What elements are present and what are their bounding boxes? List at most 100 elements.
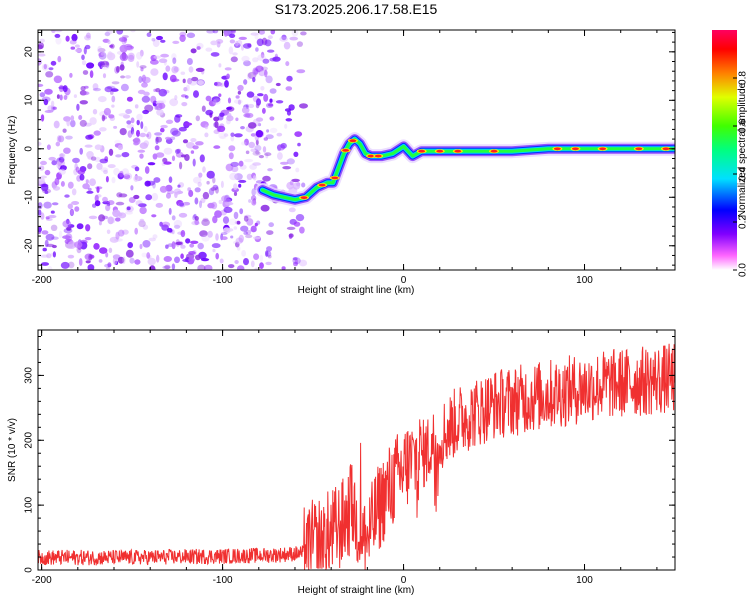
noise-blob [199,154,205,163]
noise-blob [228,152,234,160]
noise-blob [193,176,202,184]
noise-blob [99,127,107,132]
noise-blob [265,250,269,257]
noise-blob [175,241,183,245]
noise-blob [255,150,260,155]
noise-blob [236,220,241,225]
noise-blob [185,95,189,99]
noise-blob [41,96,51,103]
noise-blob [241,55,250,63]
noise-blob [255,117,264,122]
noise-blob [48,156,56,161]
noise-blob [155,202,163,208]
noise-blob [223,133,229,137]
noise-blob [220,82,225,87]
spectrogram-ytick-label: 20 [24,46,35,58]
noise-blob [241,141,247,146]
noise-blob [162,265,171,270]
noise-blob [277,152,283,160]
noise-blob [281,34,287,41]
noise-blob [194,219,199,226]
noise-blob [139,206,147,215]
noise-blob [245,150,250,155]
noise-blob [38,51,45,57]
noise-blob [262,58,270,64]
noise-blob [139,142,148,149]
noise-blob [48,67,54,71]
signal-hotspot-red [662,147,670,151]
noise-blob [270,30,276,35]
noise-blob [261,66,268,71]
noise-blob [84,144,93,148]
noise-blob [240,225,249,232]
noise-blob [160,127,165,133]
noise-blob [69,72,73,78]
noise-blob [54,30,63,33]
noise-blob [202,166,206,173]
noise-blob [43,201,52,209]
noise-blob [264,39,272,47]
noise-blob [227,97,232,104]
noise-blob [190,48,197,54]
noise-blob [67,254,75,259]
noise-blob [219,135,227,140]
noise-blob [136,51,143,60]
signal-hotspot-red [571,147,579,151]
noise-blob [64,194,70,198]
noise-blob [83,46,87,55]
noise-blob [86,190,94,194]
noise-blob [58,230,63,239]
noise-blob [292,257,298,261]
noise-blob [136,61,140,68]
noise-blob [155,102,163,111]
noise-blob [73,94,77,98]
noise-blob [65,35,70,42]
noise-blob [241,106,250,114]
noise-blob [47,265,53,270]
noise-blob [296,69,306,74]
noise-blob [266,230,274,236]
noise-blob [233,191,238,196]
noise-blob [191,220,200,226]
noise-blob [120,83,129,92]
noise-blob [108,247,113,253]
noise-blob [138,76,143,83]
noise-blob [210,52,220,57]
spectrogram-xlabel: Height of straight line (km) [298,285,415,296]
noise-blob [255,47,259,52]
noise-blob [113,167,120,176]
noise-blob [117,144,123,150]
noise-blob [81,91,89,96]
noise-blob [71,201,80,205]
noise-blob [259,254,263,262]
noise-blob [224,31,228,37]
noise-blob [134,227,138,235]
signal-hotspot-red [599,147,607,151]
noise-blob [63,147,71,154]
noise-blob [171,263,176,270]
noise-blob [120,75,126,79]
noise-blob [178,212,188,218]
noise-blob [226,73,230,80]
signal-hotspot-red [374,154,382,158]
noise-blob [58,168,66,175]
noise-blob [55,37,62,45]
noise-blob [171,241,176,250]
noise-blob [192,145,199,150]
noise-blob [240,126,245,130]
signal-hotspot-red [418,149,426,153]
noise-blob [296,41,303,47]
noise-blob [142,109,150,115]
noise-blob [125,75,131,79]
noise-blob [52,251,57,258]
noise-blob [275,100,284,104]
noise-blob [293,151,299,157]
noise-blob [62,85,68,93]
noise-blob [72,157,80,164]
noise-blob [56,161,62,169]
noise-blob [170,136,176,141]
noise-blob [268,222,275,228]
noise-blob [143,125,148,133]
noise-blob [62,220,72,228]
noise-blob [65,135,73,140]
